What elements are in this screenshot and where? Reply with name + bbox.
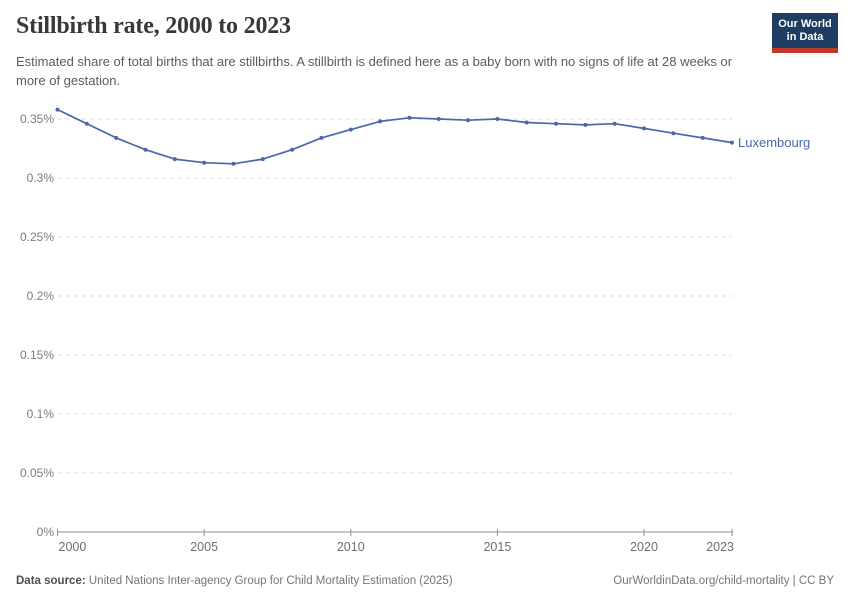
data-point[interactable] (348, 127, 353, 132)
data-point[interactable] (114, 135, 119, 140)
page-title: Stillbirth rate, 2000 to 2023 (16, 13, 291, 39)
chart-subtitle: Estimated share of total births that are… (16, 54, 733, 88)
data-point[interactable] (407, 115, 412, 120)
data-point[interactable] (172, 157, 177, 162)
x-tick-label: 2023 (706, 540, 734, 554)
data-point[interactable] (260, 157, 265, 162)
x-tick-label: 2015 (483, 540, 511, 554)
y-tick-label: 0.05% (20, 466, 54, 480)
data-point[interactable] (700, 135, 705, 140)
y-tick-label: 0.15% (20, 348, 54, 362)
series-line-luxembourg[interactable] (56, 108, 733, 165)
owid-logo-line2: in Data (786, 31, 824, 43)
y-tick-label: 0.2% (27, 289, 55, 303)
data-point[interactable] (612, 121, 617, 126)
data-point[interactable] (319, 135, 324, 140)
x-tick-label: 2020 (630, 540, 658, 554)
y-tick-label: 0.25% (20, 230, 54, 244)
data-point[interactable] (55, 107, 60, 112)
data-point[interactable] (231, 161, 236, 166)
data-point[interactable] (436, 117, 441, 121)
data-point[interactable] (143, 147, 148, 152)
y-tick-label: 0.35% (20, 112, 54, 126)
attribution-link[interactable]: OurWorldinData.org/child-mortality | CC … (613, 575, 834, 587)
y-tick-label: 0% (37, 525, 55, 539)
y-tick-label: 0.1% (27, 407, 55, 421)
data-point[interactable] (554, 121, 558, 126)
data-point[interactable] (671, 131, 676, 136)
data-source-note: Data source: United Nations Inter-agency… (16, 575, 453, 587)
data-point[interactable] (495, 117, 500, 121)
data-point[interactable] (378, 119, 383, 124)
y-tick-label: 0.3% (27, 171, 55, 185)
data-source-text: United Nations Inter-agency Group for Ch… (85, 575, 453, 587)
data-point[interactable] (642, 126, 646, 131)
x-tick-label: 2010 (337, 540, 365, 554)
data-point[interactable] (730, 140, 734, 145)
x-tick-label: 2005 (190, 540, 218, 554)
chart-footer: Data source: United Nations Inter-agency… (16, 575, 834, 587)
data-source-label: Data source: (16, 575, 86, 587)
data-point[interactable] (466, 118, 471, 123)
entity-label-luxembourg[interactable]: Luxembourg (738, 135, 810, 150)
data-point[interactable] (290, 147, 295, 152)
owid-logo[interactable]: Our World in Data (772, 13, 838, 53)
data-point[interactable] (84, 121, 89, 126)
x-tick-label: 2000 (59, 540, 87, 554)
owid-logo-line1: Our World (778, 18, 832, 30)
data-point[interactable] (524, 120, 529, 125)
data-point[interactable] (583, 122, 588, 127)
data-point[interactable] (202, 160, 207, 165)
